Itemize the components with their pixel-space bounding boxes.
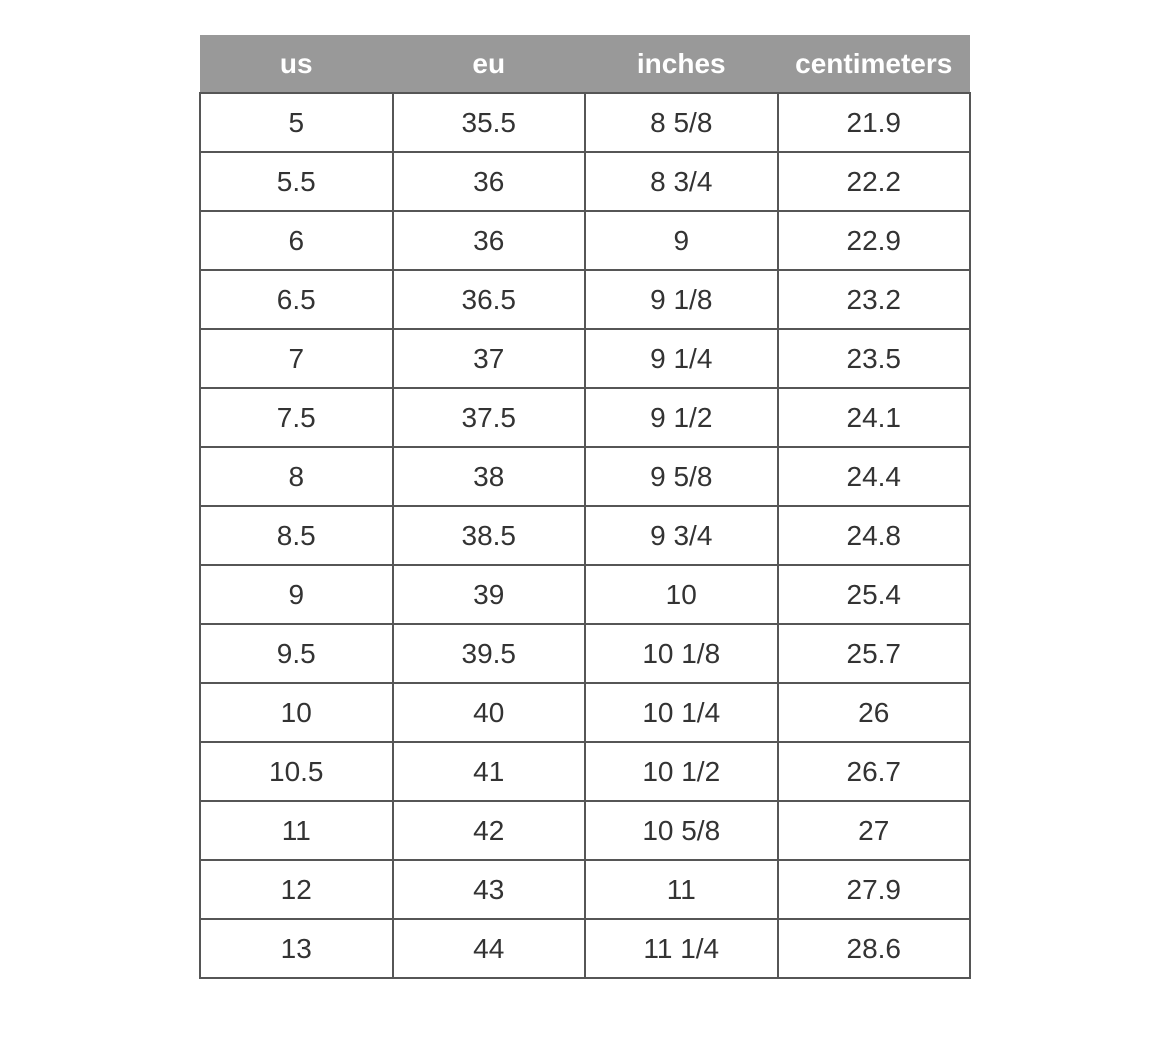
table-cell: 13: [199, 918, 394, 979]
table-body: 5 35.5 8 5/8 21.9 5.5 36 8 3/4 22.2 6 36 9 22.9 6.5 3…: [199, 92, 971, 979]
table-cell: 9: [584, 210, 779, 271]
table-cell: 24.1: [776, 387, 971, 448]
table-row: 9.5 39.5 10 1/8 25.7: [199, 623, 971, 684]
table-cell: 8.5: [199, 505, 394, 566]
table-cell: 40: [391, 682, 586, 743]
table-row: 13 44 11 1/4 28.6: [199, 918, 971, 979]
table-cell: 25.4: [776, 564, 971, 625]
table-cell: 9 5/8: [584, 446, 779, 507]
table-cell: 28.6: [776, 918, 971, 979]
table-cell: 24.4: [776, 446, 971, 507]
table-cell: 12: [199, 859, 394, 920]
table-row: 7.5 37.5 9 1/2 24.1: [199, 387, 971, 448]
table-row: 10 40 10 1/4 26: [199, 682, 971, 743]
table-cell: 22.2: [776, 151, 971, 212]
table-header: us eu inches centimeters: [200, 35, 970, 93]
table-cell: 5: [199, 92, 394, 153]
table-cell: 39.5: [391, 623, 586, 684]
table-cell: 10 1/2: [584, 741, 779, 802]
table-row: 12 43 11 27.9: [199, 859, 971, 920]
table-row: 9 39 10 25.4: [199, 564, 971, 625]
table-row: 5 35.5 8 5/8 21.9: [199, 92, 971, 153]
table-cell: 9: [199, 564, 394, 625]
table-cell: 10.5: [199, 741, 394, 802]
column-header-us: us: [200, 35, 393, 93]
table-cell: 11: [199, 800, 394, 861]
table-cell: 26: [776, 682, 971, 743]
table-cell: 22.9: [776, 210, 971, 271]
table-cell: 38.5: [391, 505, 586, 566]
table-cell: 36.5: [391, 269, 586, 330]
table-cell: 37: [391, 328, 586, 389]
table-cell: 23.5: [776, 328, 971, 389]
table-cell: 10 5/8: [584, 800, 779, 861]
table-cell: 9 1/8: [584, 269, 779, 330]
table-cell: 10: [199, 682, 394, 743]
table-cell: 7: [199, 328, 394, 389]
table-cell: 42: [391, 800, 586, 861]
table-cell: 10: [584, 564, 779, 625]
table-cell: 26.7: [776, 741, 971, 802]
column-header-eu: eu: [392, 35, 585, 93]
table-cell: 25.7: [776, 623, 971, 684]
table-cell: 7.5: [199, 387, 394, 448]
size-conversion-table: us eu inches centimeters 5 35.5 8 5/8 21.9 5…: [199, 35, 971, 979]
table-row: 10.5 41 10 1/2 26.7: [199, 741, 971, 802]
table-cell: 11 1/4: [584, 918, 779, 979]
table-cell: 36: [391, 151, 586, 212]
table-cell: 44: [391, 918, 586, 979]
table-row: 7 37 9 1/4 23.5: [199, 328, 971, 389]
table-cell: 9 1/2: [584, 387, 779, 448]
table-cell: 9 3/4: [584, 505, 779, 566]
table-cell: 43: [391, 859, 586, 920]
table-header-row: us eu inches centimeters: [200, 35, 970, 93]
table-cell: 36: [391, 210, 586, 271]
table-cell: 6.5: [199, 269, 394, 330]
table-cell: 8 3/4: [584, 151, 779, 212]
table-cell: 6: [199, 210, 394, 271]
table-cell: 39: [391, 564, 586, 625]
table-cell: 37.5: [391, 387, 586, 448]
table-cell: 35.5: [391, 92, 586, 153]
table-cell: 11: [584, 859, 779, 920]
column-header-centimeters: centimeters: [777, 35, 970, 93]
table-row: 5.5 36 8 3/4 22.2: [199, 151, 971, 212]
table-row: 6.5 36.5 9 1/8 23.2: [199, 269, 971, 330]
table-cell: 5.5: [199, 151, 394, 212]
table-row: 6 36 9 22.9: [199, 210, 971, 271]
table-cell: 38: [391, 446, 586, 507]
table-cell: 24.8: [776, 505, 971, 566]
table-cell: 8 5/8: [584, 92, 779, 153]
table-cell: 10 1/8: [584, 623, 779, 684]
table-cell: 41: [391, 741, 586, 802]
table-row: 8 38 9 5/8 24.4: [199, 446, 971, 507]
table-cell: 9.5: [199, 623, 394, 684]
table-cell: 10 1/4: [584, 682, 779, 743]
table-cell: 9 1/4: [584, 328, 779, 389]
table-cell: 8: [199, 446, 394, 507]
table-cell: 27.9: [776, 859, 971, 920]
table-row: 8.5 38.5 9 3/4 24.8: [199, 505, 971, 566]
table-cell: 23.2: [776, 269, 971, 330]
table-cell: 21.9: [776, 92, 971, 153]
table-cell: 27: [776, 800, 971, 861]
column-header-inches: inches: [585, 35, 778, 93]
table-row: 11 42 10 5/8 27: [199, 800, 971, 861]
